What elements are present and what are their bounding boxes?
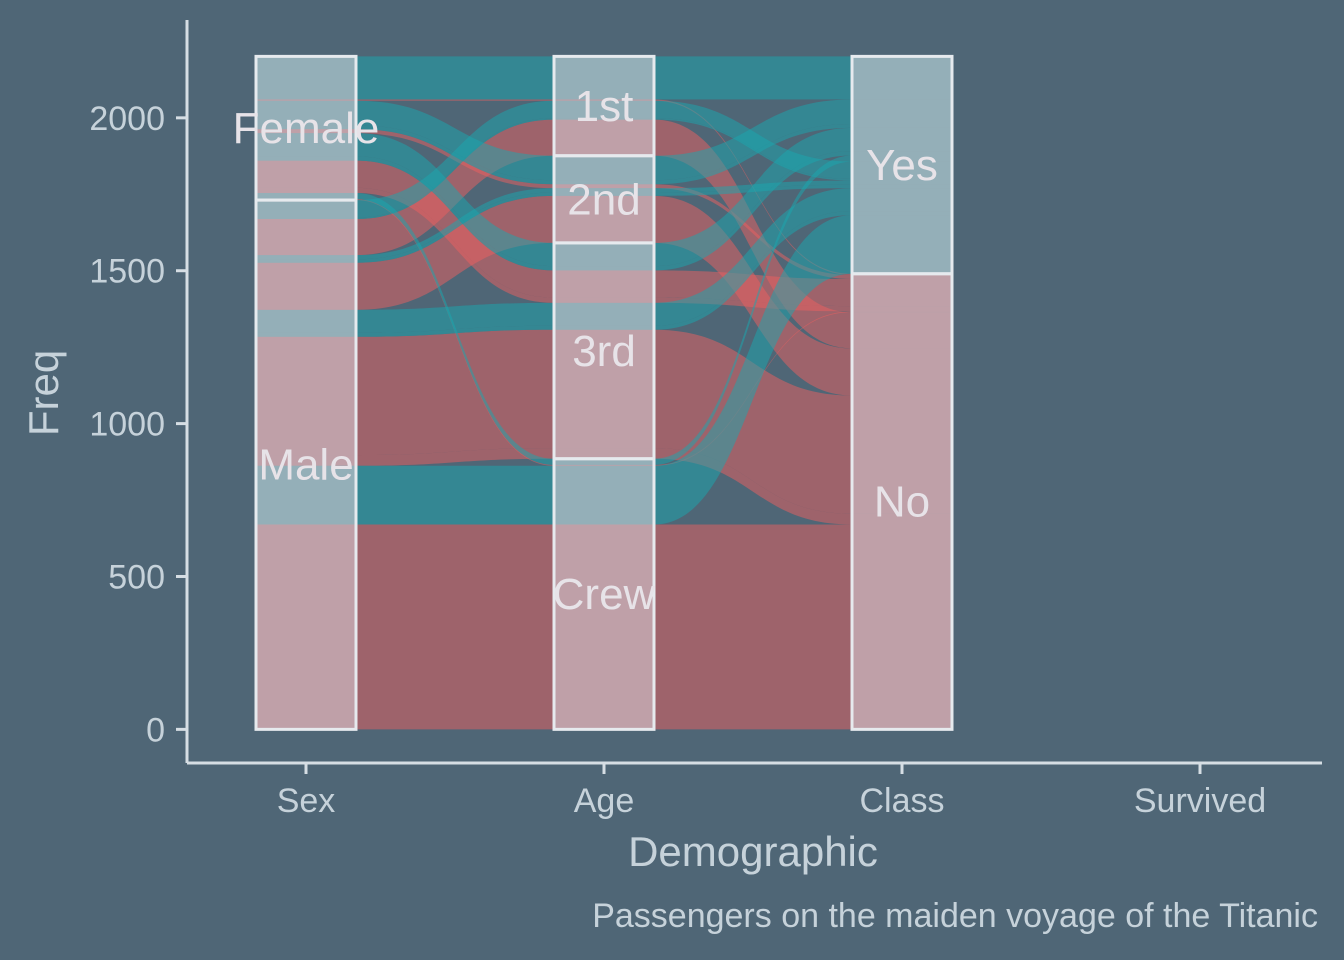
flow-male-2nd-no-adult [256, 195, 952, 396]
y-tick-label-2000: 2000 [89, 100, 165, 138]
y-axis-title: Freq [20, 350, 67, 436]
x-tick-label-sex: Sex [277, 782, 336, 820]
stratum-label-age-0: 1st [575, 82, 634, 131]
flow-male-2nd-yes-child [256, 184, 952, 263]
x-tick-label-age: Age [574, 782, 635, 820]
stratum-class-no [850, 272, 954, 731]
stratum-age-crew [552, 457, 656, 731]
stratum-sex-female [254, 54, 358, 202]
flow-male-3rd-yes-adult [256, 188, 952, 333]
stratum-label-class-0: Yes [866, 141, 938, 190]
x-tick-label-survived: Survived [1134, 782, 1266, 820]
stratum-label-class-1: No [874, 478, 930, 527]
x-tick-label-class: Class [859, 782, 944, 820]
y-tick-label-500: 500 [108, 558, 165, 596]
flow-female-2nd-yes-child [256, 123, 952, 185]
flow-male-3rd-yes-child [256, 211, 952, 337]
y-tick-label-1000: 1000 [89, 406, 165, 444]
stratum-label-age-1: 2nd [567, 175, 640, 224]
x-axis-title: Demographic [628, 828, 878, 875]
axes-layer: 0 500 1000 1500 2000 Sex Age Class Survived [89, 20, 1322, 820]
flow-female-3rd-no-child [256, 187, 952, 312]
flow-female-2nd-yes-adult [256, 99, 952, 181]
stratum-label-sex-0: Female [233, 104, 380, 153]
stratum-label-age-2: 3rd [572, 327, 636, 376]
flow-male-3rd-no-child [256, 448, 952, 525]
stratum-label-age-3: Crew [553, 570, 656, 619]
stratum-sex-male [254, 198, 358, 731]
flow-female-3rd-no-adult [256, 160, 952, 307]
strata-layer: Female Male 1st 2nd 3rd Crew Yes No [233, 54, 954, 731]
stratum-label-sex-1: Male [258, 441, 353, 490]
flow-male-crew-yes-adult [256, 215, 952, 525]
flow-female-3rd-yes-adult [256, 127, 952, 267]
flow-male-2nd-yes-adult [256, 180, 952, 260]
chart-caption: Passengers on the maiden voyage of the T… [592, 897, 1318, 935]
y-tick-label-1500: 1500 [89, 253, 165, 291]
y-tick-label-0: 0 [146, 711, 165, 749]
